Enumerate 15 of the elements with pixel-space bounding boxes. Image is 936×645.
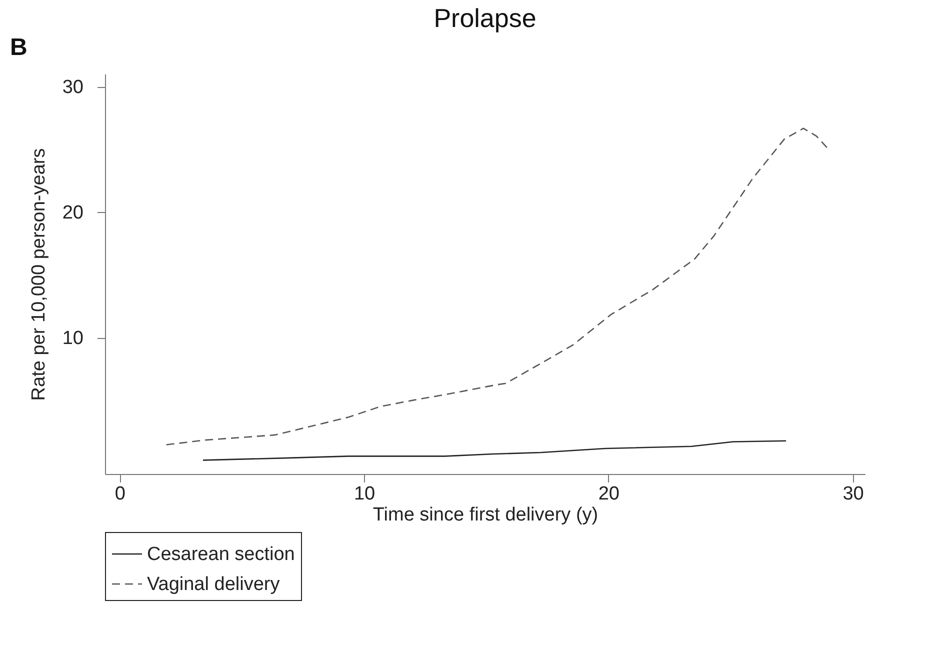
line-series xyxy=(202,440,787,461)
text: B xyxy=(10,34,28,61)
x-tick-label: 10 xyxy=(354,484,376,504)
x-axis-title: Time since first delivery (y) xyxy=(372,504,598,526)
y-tick-label: 30 xyxy=(62,77,84,98)
x-tick-label: 20 xyxy=(598,484,620,504)
y-tick-label: 20 xyxy=(62,202,84,224)
legend-label: Vaginal delivery xyxy=(147,574,280,595)
x-tick-label: 0 xyxy=(114,484,126,504)
y-axis-title: Rate per 10,000 person-years xyxy=(28,148,50,401)
chart-title: Prolapse xyxy=(434,3,536,33)
legend-label: Cesarean section xyxy=(147,544,295,565)
x-tick-label: 30 xyxy=(842,484,864,504)
y-tick-label: 10 xyxy=(62,328,84,350)
line-series xyxy=(166,128,828,446)
